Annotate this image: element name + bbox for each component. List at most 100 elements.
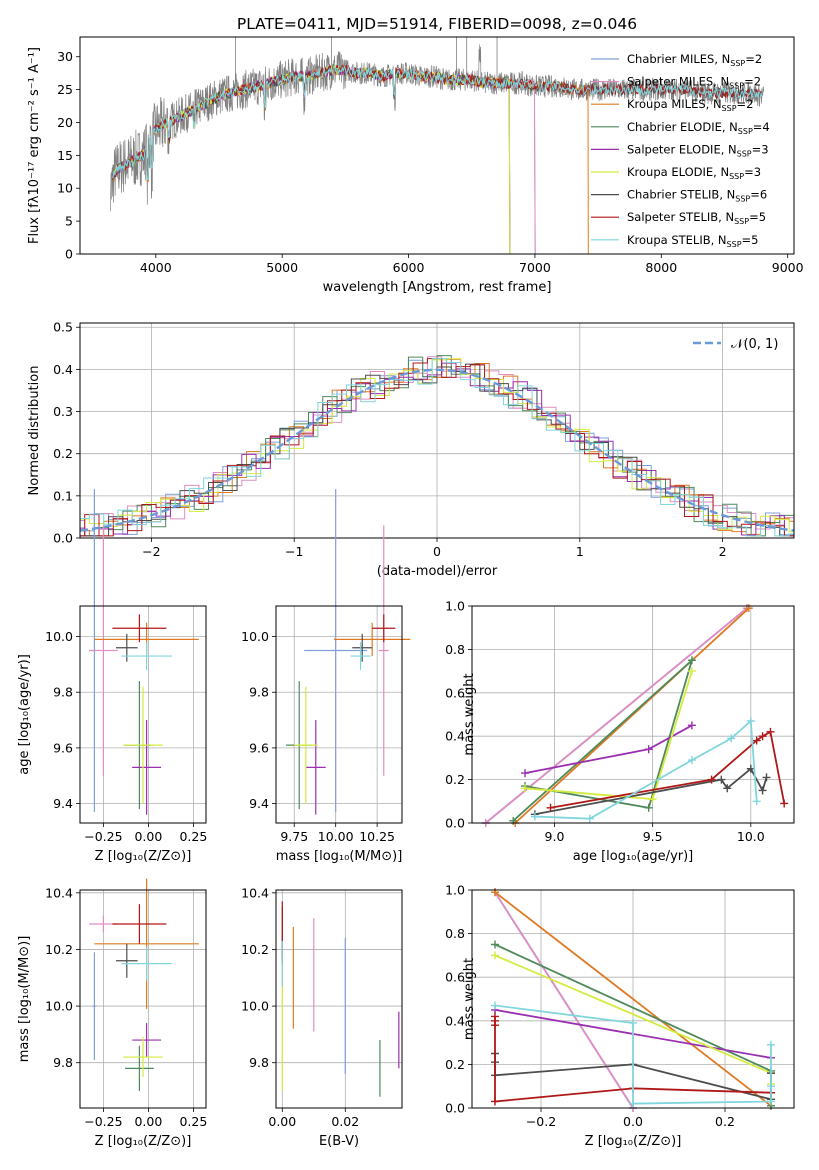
weight_vs_age-y-tick-label: 0.2 — [445, 772, 465, 787]
weight_vs_age-x-axis-label: age [log₁₀(age/yr)] — [573, 849, 694, 864]
age_vs_Z-y-tick-label: 9.8 — [53, 685, 73, 700]
residuals-y-tick-label: 0.3 — [53, 404, 73, 419]
histogram-kroupa_elodie — [80, 358, 794, 532]
weight_vs_age-marker-salpeter_elodie — [521, 769, 530, 778]
weight_vs_age-marker-kroupa_stelib — [752, 797, 761, 806]
weight_vs_Z-marker-kroupa_stelib — [629, 1018, 637, 1027]
weight_vs_age-y-tick-label: 0.4 — [445, 729, 465, 744]
weight_vs_Z-marker-chabrier_elodie — [491, 940, 499, 949]
weight_vs_Z-y-tick-label: 0.4 — [445, 1013, 465, 1028]
spectrum-x-tick-label: 8000 — [645, 260, 677, 275]
residuals-x-tick-label: 2 — [719, 544, 727, 559]
weight_vs_age-marker-kroupa_elodie — [687, 667, 696, 676]
weight_vs_age-y-tick-label: 0.8 — [445, 642, 465, 657]
residuals-plot-area — [80, 355, 794, 537]
residuals-x-tick-label: −2 — [142, 544, 160, 559]
weight_vs_age-marker-chabrier_stelib — [717, 775, 726, 784]
mass_vs_Z-x-tick-label: 0.25 — [179, 1114, 207, 1129]
spectrum-y-tick-label: 0 — [65, 247, 73, 262]
age_vs_Z-y-tick-label: 9.4 — [53, 796, 73, 811]
residuals-y-tick-label: 0.0 — [53, 531, 73, 546]
weight_vs_age-y-tick-label: 0.0 — [445, 816, 465, 831]
weight_vs_Z-marker-kroupa_stelib — [767, 1082, 775, 1091]
weight_vs_age-marker-chabrier_stelib — [758, 786, 767, 795]
weight_vs_Z-marker-kroupa_stelib — [767, 1040, 775, 1049]
weight_vs_age-line-salpeter_stelib — [550, 730, 786, 809]
weight_vs_age-marker-kroupa_stelib — [727, 734, 736, 743]
model-line-salpeter_elodie — [112, 65, 511, 254]
mass_vs_ebv-x-tick-label: 0.00 — [268, 1114, 296, 1129]
weight_vs_Z-x-axis-label: Z [log₁₀(Z/Z⊙)] — [585, 1134, 682, 1149]
mass_vs_ebv-x-axis-label: E(B-V) — [319, 1134, 359, 1149]
histogram-chabrier_stelib — [80, 363, 794, 537]
age_vs_Z-x-tick-label: 0.00 — [134, 829, 162, 844]
legend-label-salpeter_elodie: Salpeter ELODIE, NSSP=3 — [627, 142, 769, 158]
mass_vs_Z-x-axis-label: Z [log₁₀(Z/Z⊙)] — [95, 1134, 192, 1149]
weight_vs_age-marker-salpeter_stelib — [752, 736, 761, 745]
histogram-chabrier_elodie — [80, 355, 794, 537]
weight_vs_age-frame — [471, 605, 795, 824]
weight_vs_age-marker-kroupa_stelib — [530, 812, 539, 821]
spectrum-x-axis-label: wavelength [Angstrom, rest frame] — [323, 280, 552, 295]
age_vs_mass-y-tick-label: 9.4 — [249, 796, 269, 811]
legend-label-chabrier_stelib: Chabrier STELIB, NSSP=6 — [627, 188, 767, 204]
mass_vs_Z-y-tick-label: 10.0 — [45, 999, 73, 1014]
weight_vs_Z-marker-salpeter_stelib — [491, 1097, 499, 1106]
spectrum-y-tick-label: 20 — [57, 115, 73, 130]
legend-label-kroupa_stelib: Kroupa STELIB, NSSP=5 — [627, 233, 758, 249]
residuals-y-tick-label: 0.2 — [53, 446, 73, 461]
age_vs_Z-y-tick-label: 9.6 — [53, 740, 73, 755]
mass_vs_Z-frame — [79, 889, 207, 1109]
weight_vs_Z-line-kroupa_stelib — [494, 1004, 772, 1105]
residuals-frame — [79, 322, 795, 539]
weight_vs_age-y-tick-label: 1.0 — [445, 599, 465, 614]
model-line-kroupa_miles — [112, 65, 589, 254]
mass_vs_Z-x-tick-label: 0.00 — [134, 1114, 162, 1129]
weight_vs_Z-frame — [471, 889, 795, 1109]
histogram-kroupa_stelib — [80, 358, 794, 537]
spectrum-y-tick-label: 10 — [57, 181, 73, 196]
mass_vs_Z-y-tick-label: 10.2 — [45, 942, 73, 957]
weight_vs_Z-x-tick-label: 0.0 — [623, 1114, 643, 1129]
weight_vs_age-line-salpeter_elodie — [524, 724, 693, 774]
legend-label-chabrier_elodie: Chabrier ELODIE, NSSP=4 — [627, 120, 770, 136]
weight_vs_age-y-tick-label: 0.6 — [445, 685, 465, 700]
legend-label-kroupa_miles: Kroupa MILES, NSSP=2 — [627, 97, 753, 113]
weight_vs_age-line-kroupa_stelib — [534, 719, 758, 820]
residuals-x-tick-label: 0 — [433, 544, 441, 559]
model-line-chabrier_miles — [112, 64, 536, 254]
weight_vs_Z-x-tick-label: 0.2 — [715, 1114, 735, 1129]
mass_vs_Z-y-tick-label: 10.4 — [45, 885, 73, 900]
weight_vs_age-marker-kroupa_elodie — [521, 784, 530, 793]
weight_vs_age-marker-chabrier_elodie — [644, 803, 653, 812]
mass_vs_Z-x-tick-label: −0.25 — [84, 1114, 122, 1129]
mass_vs_Z-y-axis-label: mass [log₁₀(M/M⊙)] — [17, 936, 32, 1063]
weight_vs_age-marker-salpeter_stelib — [546, 803, 555, 812]
spectrum-frame — [79, 36, 795, 255]
spectrum-y-tick-label: 30 — [57, 49, 73, 64]
weight_vs_age-marker-salpeter_stelib — [758, 732, 767, 741]
spectrum-x-tick-label: 5000 — [266, 260, 298, 275]
weight_vs_age-marker-kroupa_stelib — [746, 717, 755, 726]
spectrum-x-tick-label: 9000 — [772, 260, 804, 275]
weight_vs_age-marker-salpeter_elodie — [687, 721, 696, 730]
weight_vs_age-marker-chabrier_stelib — [762, 773, 771, 782]
model-line-salpeter_miles — [112, 65, 536, 254]
weight_vs_Z-y-tick-label: 0.8 — [445, 926, 465, 941]
spectrum-plot-area — [109, 37, 765, 254]
weight_vs_Z-y-tick-label: 0.2 — [445, 1057, 465, 1072]
weight_vs_Z-axes: −0.2 0.0 0.2 0.0 0.2 0.4 0.6 0.8 1.0 Z [log₁₀(Z/Z… — [445, 883, 795, 1149]
age_vs_Z-y-tick-label: 10.0 — [45, 629, 73, 644]
age_vs_mass-x-tick-label: 9.75 — [280, 829, 308, 844]
histogram-salpeter_elodie — [80, 362, 794, 537]
mass_vs_ebv-axes: 0.00 0.02 9.8 10.0 10.2 10.4 E(B-V) — [241, 885, 403, 1149]
weight_vs_Z-marker-kroupa_elodie — [491, 951, 499, 960]
figure-title: PLATE=0411, MJD=51914, FIBERID=0098, z=0… — [237, 15, 637, 33]
weight_vs_age-marker-salpeter_stelib — [766, 727, 775, 736]
weight_vs_age-line-kroupa_miles — [514, 607, 750, 824]
weight_vs_Z-line-kroupa_miles — [494, 891, 772, 1107]
weight_vs_Z-marker-salpeter_stelib — [491, 1021, 499, 1030]
legend-label-kroupa_elodie: Kroupa ELODIE, NSSP=3 — [627, 165, 761, 181]
mass_vs_ebv-y-tick-label: 10.4 — [241, 885, 269, 900]
